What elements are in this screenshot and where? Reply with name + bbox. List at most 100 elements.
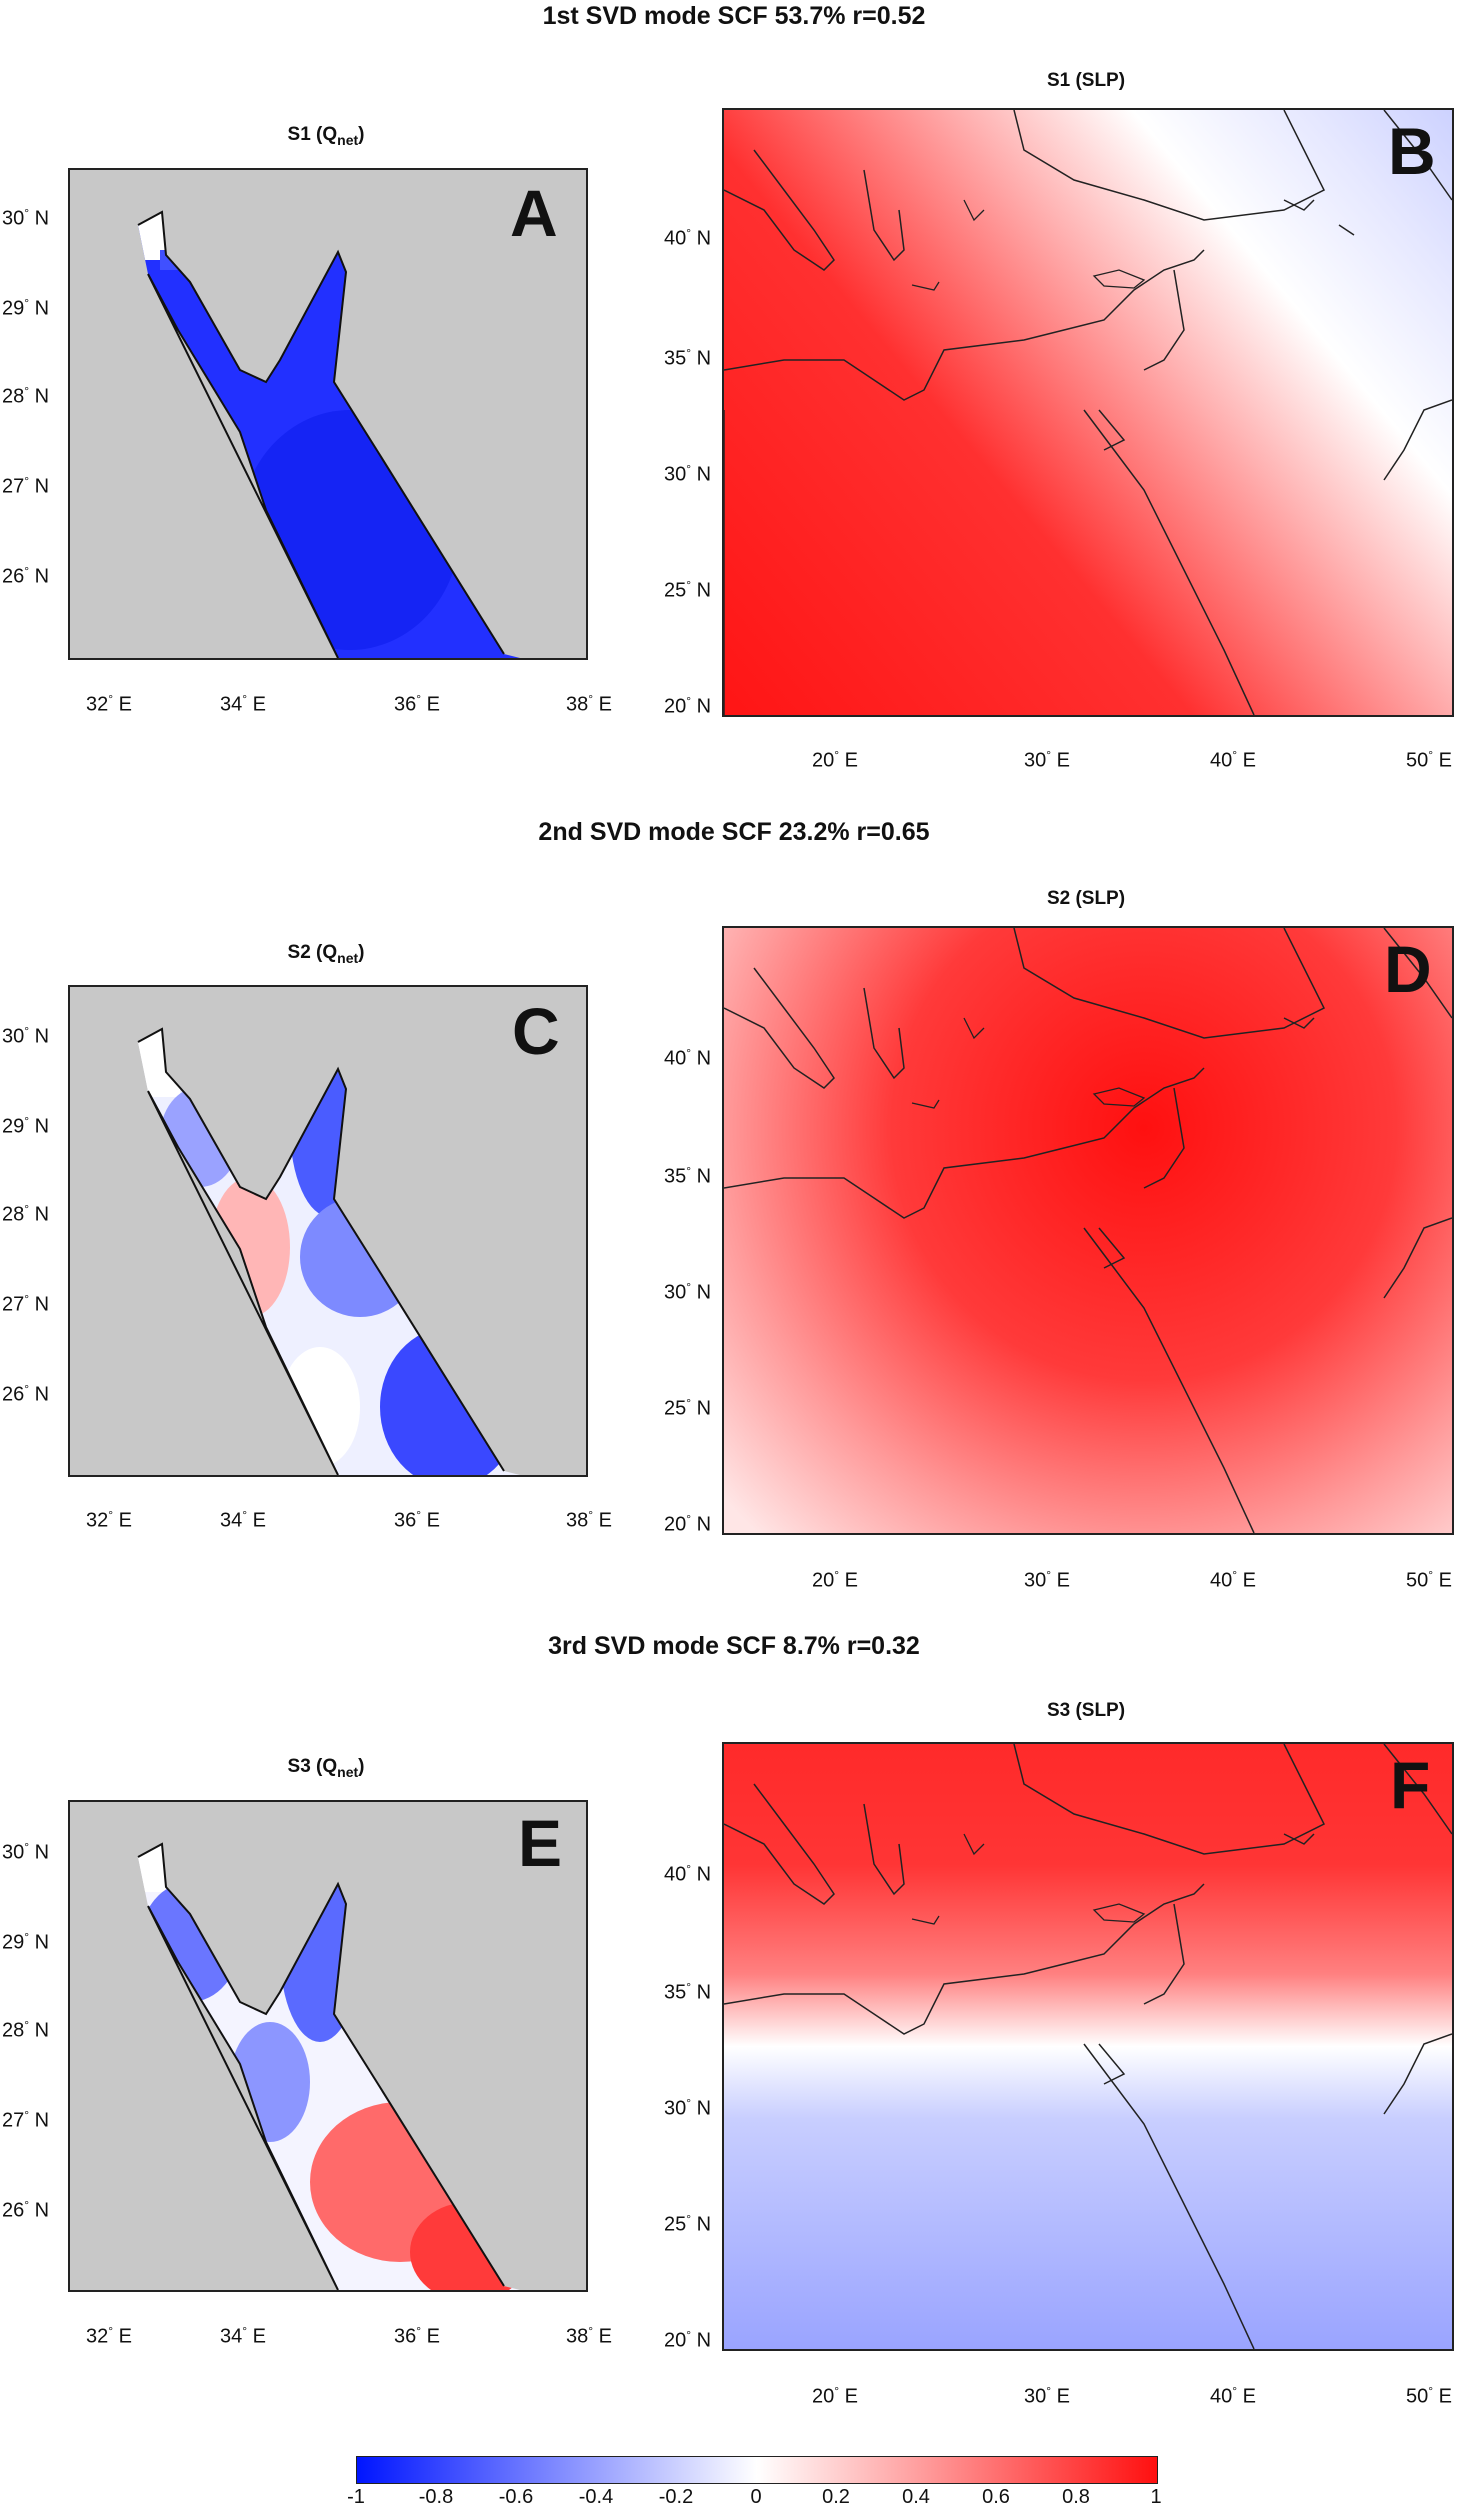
tick-lon: 50° E bbox=[1406, 2384, 1452, 2408]
panel-c-svg bbox=[137, 1027, 520, 1475]
tick-lon: 38° E bbox=[566, 1508, 612, 1532]
tick-lon: 36° E bbox=[394, 1508, 440, 1532]
panel-b-map bbox=[722, 108, 1454, 717]
panel-c-title-sub: net bbox=[337, 949, 359, 966]
tick-lat: 28° N bbox=[2, 2018, 50, 2042]
panel-b-islands bbox=[911, 199, 1146, 291]
tick-lon: 38° E bbox=[566, 2324, 612, 2348]
tick-lon: 40° E bbox=[1210, 748, 1256, 772]
panel-e-letter: E bbox=[518, 1806, 563, 1880]
tick-lat: 30° N bbox=[2, 1024, 50, 1048]
panel-b-coastlines bbox=[724, 110, 1452, 715]
panel-a-title: S1 (Qnet) bbox=[68, 124, 584, 148]
panel-d-title: S2 (SLP) bbox=[1046, 888, 1126, 909]
panel-d-map bbox=[722, 926, 1454, 1535]
colorbar-tick-label: 0.6 bbox=[982, 2486, 1010, 2508]
tick-lat: 40° N bbox=[664, 1862, 712, 1886]
panel-b-svg bbox=[724, 110, 1452, 715]
tick-lon: 32° E bbox=[86, 2324, 132, 2348]
tick-lat: 40° N bbox=[664, 1046, 712, 1070]
panel-c-title-end: ) bbox=[358, 942, 365, 963]
panel-e-title-end: ) bbox=[358, 1756, 365, 1777]
panel-f-svg bbox=[724, 1744, 1452, 2349]
panel-c-letter: C bbox=[512, 994, 560, 1068]
tick-lat: 30° N bbox=[2, 1840, 50, 1864]
tick-lat: 26° N bbox=[2, 2198, 50, 2222]
tick-lat: 20° N bbox=[664, 694, 712, 718]
tick-lat: 20° N bbox=[664, 2328, 712, 2352]
panel-d-letter: D bbox=[1384, 932, 1432, 1006]
panel-a-title-end: ) bbox=[358, 124, 365, 145]
tick-lon: 38° E bbox=[566, 692, 612, 716]
tick-lat: 27° N bbox=[2, 474, 50, 498]
panel-b-title: S1 (SLP) bbox=[1046, 70, 1126, 91]
panel-a-letter: A bbox=[510, 176, 558, 250]
colorbar-tick-label: -0.6 bbox=[498, 2486, 534, 2508]
colorbar-tick-label: 0.2 bbox=[822, 2486, 850, 2508]
panel-c-title-main: S2 (Q bbox=[287, 942, 338, 963]
colorbar-tick-label: -0.8 bbox=[418, 2486, 454, 2508]
tick-lat: 29° N bbox=[2, 1930, 50, 1954]
panel-f-title: S3 (SLP) bbox=[1046, 1700, 1126, 1721]
tick-lat: 35° N bbox=[664, 346, 712, 370]
panel-e-svg bbox=[137, 1842, 520, 2290]
panel-f-letter: F bbox=[1390, 1748, 1431, 1822]
colorbar-tick-label: -1 bbox=[347, 2486, 365, 2508]
tick-lon: 50° E bbox=[1406, 748, 1452, 772]
colorbar-tick-label: 0.4 bbox=[902, 2486, 930, 2508]
mode2-title: 2nd SVD mode SCF 23.2% r=0.65 bbox=[538, 818, 930, 846]
tick-lon: 36° E bbox=[394, 2324, 440, 2348]
tick-lat: 30° N bbox=[664, 1280, 712, 1304]
tick-lat: 25° N bbox=[664, 2212, 712, 2236]
colorbar bbox=[356, 2456, 1158, 2484]
panel-c-map bbox=[68, 985, 588, 1477]
tick-lon: 34° E bbox=[220, 692, 266, 716]
colorbar-tick-label: -0.4 bbox=[578, 2486, 614, 2508]
tick-lat: 29° N bbox=[2, 1114, 50, 1138]
colorbar-tick-label: 1 bbox=[1150, 2486, 1162, 2508]
tick-lon: 20° E bbox=[812, 1568, 858, 1592]
tick-lon: 40° E bbox=[1210, 2384, 1256, 2408]
panel-f-coastlines bbox=[724, 1744, 1452, 2349]
tick-lat: 27° N bbox=[2, 2108, 50, 2132]
tick-lat: 35° N bbox=[664, 1980, 712, 2004]
mode3-title: 3rd SVD mode SCF 8.7% r=0.32 bbox=[548, 1632, 920, 1660]
colorbar-tick-label: 0.8 bbox=[1062, 2486, 1090, 2508]
tick-lat: 30° N bbox=[664, 462, 712, 486]
tick-lat: 26° N bbox=[2, 564, 50, 588]
panel-d-coastlines bbox=[724, 928, 1452, 1533]
tick-lat: 40° N bbox=[664, 226, 712, 250]
panel-c-title: S2 (Qnet) bbox=[68, 942, 584, 966]
panel-e-title-main: S3 (Q bbox=[287, 1756, 338, 1777]
tick-lon: 32° E bbox=[86, 692, 132, 716]
tick-lon: 30° E bbox=[1024, 1568, 1070, 1592]
tick-lat: 25° N bbox=[664, 578, 712, 602]
tick-lat: 27° N bbox=[2, 1292, 50, 1316]
tick-lon: 34° E bbox=[220, 2324, 266, 2348]
tick-lat: 25° N bbox=[664, 1396, 712, 1420]
colorbar-tick-label: 0 bbox=[750, 2486, 762, 2508]
tick-lon: 34° E bbox=[220, 1508, 266, 1532]
panel-e-title-sub: net bbox=[337, 1763, 359, 1780]
tick-lat: 26° N bbox=[2, 1382, 50, 1406]
tick-lat: 30° N bbox=[2, 206, 50, 230]
tick-lon: 50° E bbox=[1406, 1568, 1452, 1592]
panel-a-svg bbox=[137, 210, 520, 658]
tick-lat: 30° N bbox=[664, 2096, 712, 2120]
panel-a-title-sub: net bbox=[337, 131, 359, 148]
panel-e-map bbox=[68, 1800, 588, 2292]
tick-lon: 20° E bbox=[812, 2384, 858, 2408]
tick-lon: 30° E bbox=[1024, 748, 1070, 772]
tick-lat: 28° N bbox=[2, 1202, 50, 1226]
tick-lat: 20° N bbox=[664, 1512, 712, 1536]
panel-d-islands bbox=[911, 1017, 1146, 1109]
tick-lon: 36° E bbox=[394, 692, 440, 716]
tick-lon: 32° E bbox=[86, 1508, 132, 1532]
panel-a-map bbox=[68, 168, 588, 660]
panel-f-map bbox=[722, 1742, 1454, 2351]
panel-b-letter: B bbox=[1388, 114, 1436, 188]
tick-lat: 28° N bbox=[2, 384, 50, 408]
tick-lon: 40° E bbox=[1210, 1568, 1256, 1592]
panel-e-title: S3 (Qnet) bbox=[68, 1756, 584, 1780]
mode1-title: 1st SVD mode SCF 53.7% r=0.52 bbox=[542, 2, 926, 30]
